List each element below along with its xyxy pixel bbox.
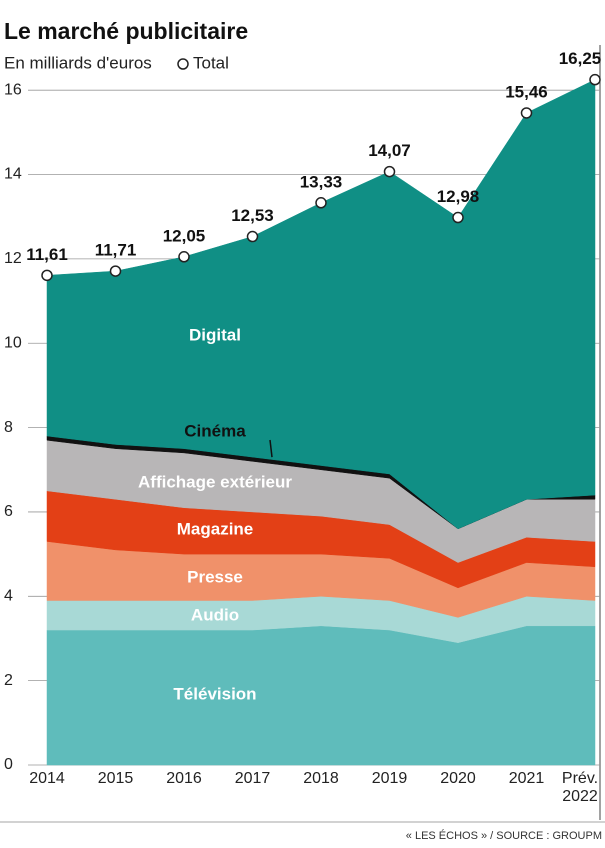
x-tick-label: 2019 [371,770,408,787]
data-label: 11,71 [95,241,137,260]
legend-label: Total [193,53,229,72]
series-label: Audio [191,605,239,624]
source: « LES ÉCHOS » / SOURCE : GROUPM [406,829,602,842]
x-tick-label: Prév. 2022 [561,770,599,805]
total-marker [178,251,190,263]
total-marker [315,197,327,209]
total-marker [41,269,53,282]
series-label: Magazine [177,519,254,538]
data-label: 12,53 [231,206,274,225]
x-tick-label: 2018 [303,770,339,787]
chart-subtitle: En milliards d'euros [4,53,152,72]
chart-title: Le marché publicitaire [4,18,248,44]
x-tick-label: 2017 [234,770,271,787]
total-marker [452,211,464,224]
data-label: 14,07 [368,141,411,160]
x-tick-label: 2016 [166,770,202,787]
y-tick-label: 0 [4,756,13,773]
area [46,625,596,766]
legend-marker [177,58,189,70]
series-label: Cinéma [184,421,246,440]
series-label: Affichage extérieur [138,472,292,491]
y-tick-label: 12 [4,250,22,267]
data-label: 11,61 [26,245,68,264]
y-tick-label: 8 [4,419,13,436]
x-tick-label: 2015 [97,770,134,787]
x-tick-label: 2014 [29,770,65,787]
data-label: 16,25 [559,49,602,68]
total-marker [246,230,259,243]
series-label: Presse [187,567,243,586]
y-tick-label: 6 [4,503,13,520]
total-marker [589,73,601,86]
x-tick-label: 2020 [440,770,476,787]
y-tick-label: 14 [4,166,22,183]
leader-line [269,439,273,458]
y-tick-label: 16 [4,81,22,98]
total-marker [109,265,122,277]
total-marker [383,165,396,178]
series-label: Télévision [173,684,256,703]
overlay: Télévision Audio Presse Magazine Affichage e… [26,49,601,703]
y-tick-label: 2 [4,672,13,689]
data-label: 12,98 [437,187,480,206]
y-tick-label: 4 [4,588,13,605]
data-label: 13,33 [300,172,343,191]
y-tick-label: 10 [4,334,22,351]
series-label: Digital [189,325,241,344]
data-label: 12,05 [163,226,206,245]
total-marker [520,107,533,119]
x-tick-label: 2021 [508,770,545,787]
data-label: 15,46 [505,82,548,101]
areas [46,79,596,766]
